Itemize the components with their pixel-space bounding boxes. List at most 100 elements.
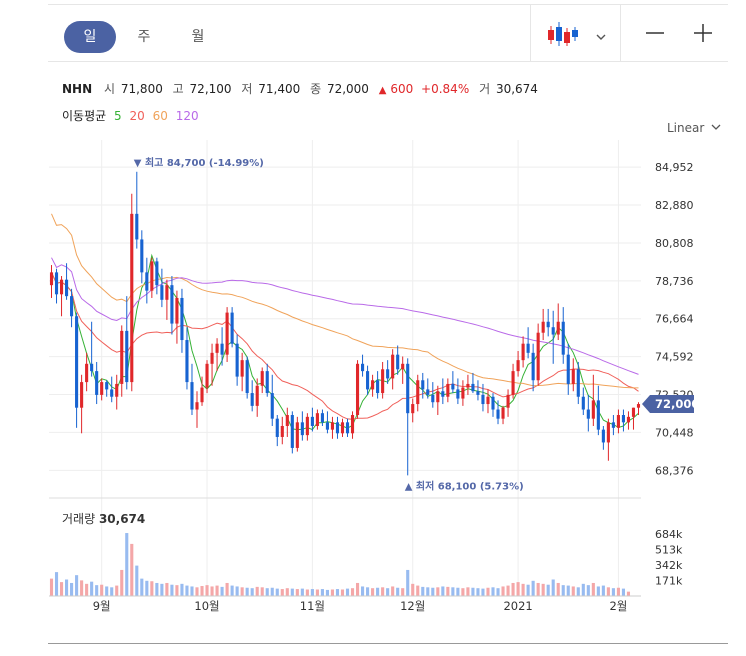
- candle-body: [491, 396, 495, 410]
- candle-body: [90, 363, 94, 372]
- y-tick-label: 78,736: [655, 275, 694, 288]
- volume-bar: [466, 587, 470, 596]
- ma-20[interactable]: 20: [129, 109, 145, 123]
- volume-bar: [496, 588, 500, 596]
- change-arrow-icon: ▲: [378, 85, 387, 96]
- candle-body: [391, 354, 395, 379]
- low-value: 71,400: [258, 82, 301, 96]
- candlestick-icon: [548, 22, 606, 46]
- scale-label: Linear: [667, 121, 705, 135]
- quote-summary: NHN 시 71,800 고 72,100 저 71,400 종 72,000 …: [62, 80, 540, 97]
- candle-body: [130, 213, 134, 383]
- candle-body: [551, 327, 555, 335]
- candle-body: [85, 363, 89, 383]
- volume-bar: [406, 569, 410, 596]
- candle-body: [185, 340, 189, 383]
- volume-bar: [511, 582, 515, 596]
- volume-bar: [446, 586, 450, 596]
- candle-body: [170, 285, 174, 324]
- candle-body: [330, 422, 335, 430]
- candle-body: [591, 400, 595, 419]
- candle-body: [626, 416, 631, 423]
- candle-body: [371, 380, 375, 390]
- tab-month[interactable]: 월: [191, 29, 205, 45]
- candle-body: [431, 394, 435, 403]
- chart-type-button[interactable]: [542, 17, 622, 57]
- volume-bar: [451, 587, 455, 596]
- candle-body: [300, 422, 304, 436]
- volume-bar: [200, 586, 204, 596]
- y-tick-label: 84,952: [655, 161, 694, 174]
- volume-bar: [626, 591, 631, 596]
- candle-body: [616, 415, 620, 428]
- candle-body: [376, 380, 380, 394]
- volume-bar: [49, 578, 54, 596]
- volume-tick-label: 342k: [655, 559, 683, 572]
- volume-bar: [180, 583, 184, 596]
- volume-bar: [521, 583, 525, 596]
- tab-day[interactable]: 일: [64, 21, 116, 53]
- candle-body: [100, 382, 104, 395]
- volume-bar: [396, 587, 400, 596]
- candle-body: [366, 371, 370, 390]
- candle-body: [636, 404, 641, 408]
- candle-body: [110, 389, 114, 397]
- zoom-in-button[interactable]: [682, 17, 722, 57]
- candle-body: [140, 239, 144, 273]
- candle-body: [335, 422, 340, 434]
- high-annotation: ▼ 최고 84,700 (-14.99%): [134, 156, 264, 169]
- candle-body: [381, 369, 385, 394]
- candle-body: [235, 343, 239, 377]
- volume-bar: [456, 587, 460, 596]
- candle-body: [456, 389, 460, 399]
- annotations: ▼ 최고 84,700 (-14.99%) ▲ 최저 68,100 (5.73%): [134, 156, 524, 493]
- volume-bar: [59, 582, 64, 596]
- candle-body: [596, 400, 600, 430]
- candle-body: [361, 363, 365, 372]
- volume-bar: [185, 585, 189, 596]
- volume-bar: [255, 586, 259, 596]
- candles: [49, 171, 641, 476]
- volume-bar: [230, 585, 234, 596]
- candle-body: [345, 422, 350, 434]
- x-tick-label: 10월: [194, 599, 219, 613]
- volume-bar: [160, 583, 164, 596]
- current-price-badge: [642, 395, 694, 414]
- volume-bar: [250, 588, 254, 596]
- volume-bar: [75, 575, 79, 596]
- candle-body: [265, 371, 269, 394]
- zoom-out-button[interactable]: [634, 17, 674, 57]
- volume-bar: [416, 585, 420, 596]
- volume-tick-label: 513k: [655, 544, 683, 557]
- volume-bar: [411, 583, 415, 596]
- volume-bar: [65, 579, 69, 596]
- volume-bar: [320, 589, 324, 596]
- candle-body: [250, 393, 254, 406]
- tab-week[interactable]: 주: [137, 29, 151, 45]
- ma20-line: [51, 272, 639, 420]
- volume-bar: [556, 582, 560, 596]
- volume-axis: 684k 513k 342k 171k: [655, 528, 683, 588]
- volume-tick-label: 684k: [655, 528, 683, 541]
- ma-120[interactable]: 120: [175, 109, 199, 123]
- candle-body: [80, 382, 84, 408]
- volume-bar: [386, 588, 390, 596]
- volume-bar: [300, 588, 304, 596]
- ma-5[interactable]: 5: [114, 109, 122, 123]
- candle-body: [566, 354, 570, 384]
- ma-60[interactable]: 60: [152, 109, 168, 123]
- scale-dropdown[interactable]: Linear: [667, 121, 722, 135]
- volume-bar: [190, 586, 194, 596]
- x-tick-label: 12월: [400, 599, 425, 613]
- bottom-border: [48, 643, 728, 644]
- volume-tick-label: 171k: [655, 575, 683, 588]
- open-value: 71,800: [120, 82, 163, 96]
- candle-body: [521, 343, 525, 361]
- candle-body: [586, 409, 590, 419]
- volume-bar: [325, 589, 329, 596]
- candle-body: [255, 385, 259, 406]
- candle-body: [195, 402, 199, 410]
- candle-body: [150, 261, 154, 291]
- current-price-label: 72,000: [655, 397, 699, 411]
